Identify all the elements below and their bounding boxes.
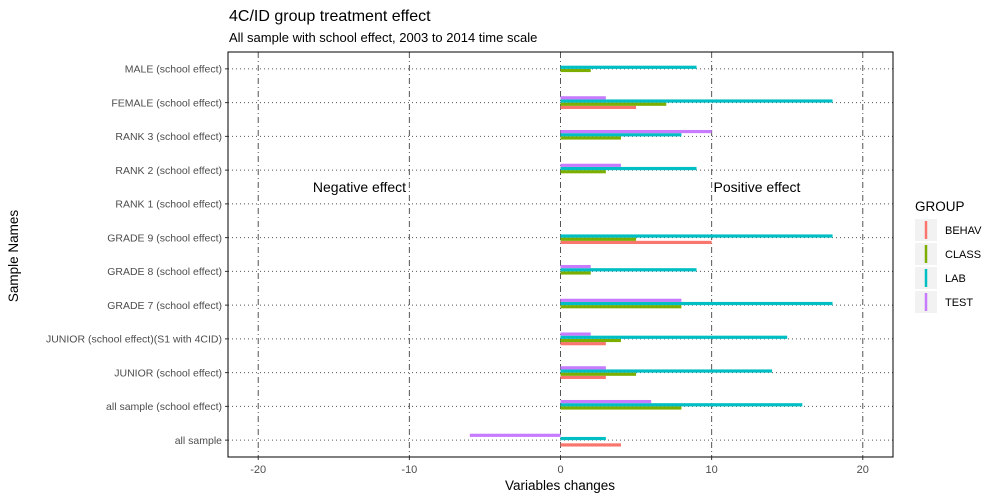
- bar-lab: [560, 65, 697, 69]
- x-axis-label: Variables changes: [505, 478, 615, 493]
- bar-lab: [560, 133, 682, 137]
- bar-test: [560, 129, 712, 134]
- bar-lab: [560, 403, 803, 407]
- bar-class: [560, 271, 591, 275]
- y-tick-label: JUNIOR (school effect)(S1 with 4CID): [46, 334, 222, 346]
- bar-class: [560, 68, 591, 73]
- bar-test: [469, 433, 561, 437]
- x-tick-label: 10: [706, 464, 718, 476]
- bar-class: [560, 338, 621, 343]
- x-axis-ticks: -20 -10 0 10 20: [250, 457, 869, 476]
- bar-lab: [560, 166, 697, 171]
- bar-lab: [560, 234, 833, 238]
- bar-class: [560, 102, 667, 106]
- bar-lab: [560, 335, 788, 339]
- bar-test: [560, 264, 591, 269]
- bar-behav: [560, 240, 712, 245]
- bar-class: [560, 372, 637, 376]
- bar-lab: [560, 268, 697, 272]
- legend-label: TEST: [945, 297, 973, 309]
- legend-label: LAB: [945, 273, 966, 285]
- bar-behav: [560, 105, 637, 110]
- x-tick-label: 0: [557, 464, 563, 476]
- bar-test: [560, 399, 652, 404]
- bar-test: [560, 298, 682, 302]
- y-tick-label: MALE (school effect): [125, 64, 222, 76]
- bar-class: [560, 136, 621, 140]
- bar-class: [560, 406, 682, 410]
- bar-lab: [560, 99, 833, 103]
- chart-title: 4C/ID group treatment effect: [229, 8, 431, 25]
- bar-lab: [560, 369, 773, 373]
- bar-test: [560, 163, 621, 167]
- x-tick-label: 20: [857, 464, 869, 476]
- grid-lines: [228, 52, 893, 457]
- bar-behav: [560, 443, 621, 447]
- bar-behav: [560, 342, 606, 346]
- legend-label: BEHAV: [945, 225, 982, 237]
- bar-class: [560, 237, 637, 241]
- bar-test: [560, 332, 591, 336]
- annotation-label: Positive effect: [714, 179, 801, 195]
- bar-lab: [560, 301, 833, 306]
- annotation-label: Negative effect: [313, 179, 406, 195]
- bar-class: [560, 305, 682, 309]
- plot-panel-border: [227, 51, 894, 458]
- y-tick-label: FEMALE (school effect): [111, 97, 222, 109]
- y-axis-ticks: all sample all sample (school effect) JUNI…: [46, 64, 228, 447]
- y-tick-label: all sample: [175, 435, 222, 447]
- bar-class: [560, 170, 606, 174]
- bars-group: [469, 65, 833, 447]
- legend-label: CLASS: [945, 249, 981, 261]
- y-tick-label: GRADE 8 (school effect): [107, 266, 222, 278]
- y-tick-label: RANK 2 (school effect): [115, 165, 222, 177]
- y-tick-label: RANK 1 (school effect): [115, 199, 222, 211]
- y-tick-label: GRADE 9 (school effect): [107, 232, 222, 244]
- legend: GROUP BEHAV CLASS LAB TEST: [915, 199, 982, 313]
- y-axis-label: Sample Names: [6, 210, 21, 303]
- bar-lab: [560, 436, 606, 441]
- x-tick-label: -20: [250, 464, 266, 476]
- legend-title: GROUP: [915, 199, 965, 214]
- annotations: Negative effect Positive effect: [313, 179, 801, 195]
- y-tick-label: JUNIOR (school effect): [114, 367, 222, 379]
- bar-test: [560, 96, 606, 100]
- x-tick-label: -10: [401, 464, 417, 476]
- chart-subtitle: All sample with school effect, 2003 to 2…: [229, 30, 537, 45]
- y-tick-label: all sample (school effect): [106, 401, 222, 413]
- bar-test: [560, 366, 606, 370]
- y-tick-label: GRADE 7 (school effect): [107, 300, 222, 312]
- y-tick-label: RANK 3 (school effect): [115, 131, 222, 143]
- bar-behav: [560, 375, 606, 380]
